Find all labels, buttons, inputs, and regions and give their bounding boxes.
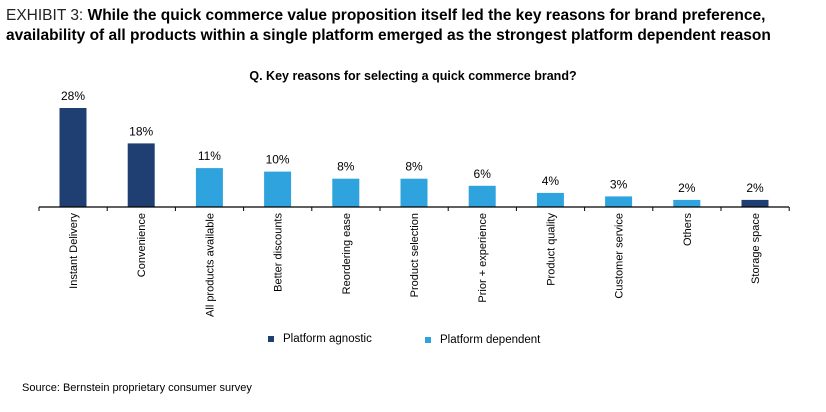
category-label: Better discounts bbox=[273, 213, 285, 292]
category-label: Instant Delivery bbox=[68, 213, 80, 289]
category-label: Storage space bbox=[750, 213, 762, 284]
legend-item-platform-dependent: Platform dependent bbox=[425, 334, 540, 346]
category-label: All products available bbox=[204, 213, 216, 317]
data-label: 4% bbox=[542, 174, 560, 188]
legend-label-platform-agnostic: Platform agnostic bbox=[283, 333, 372, 345]
legend-swatch-platform-dependent bbox=[425, 337, 431, 343]
bar bbox=[332, 178, 360, 207]
bar bbox=[468, 185, 496, 207]
source-note: Source: Bernstein proprietary consumer s… bbox=[22, 382, 252, 394]
category-label: Convenience bbox=[136, 213, 148, 277]
category-label: Reordering ease bbox=[341, 213, 353, 294]
data-label: 2% bbox=[746, 181, 764, 195]
bar bbox=[605, 196, 633, 207]
data-label: 2% bbox=[678, 181, 696, 195]
exhibit-label: EXHIBIT 3: bbox=[6, 7, 88, 24]
data-label: 28% bbox=[61, 89, 85, 103]
bar bbox=[195, 168, 223, 207]
bar bbox=[264, 171, 292, 207]
bar bbox=[59, 108, 87, 207]
bar bbox=[127, 143, 155, 207]
data-label: 18% bbox=[129, 124, 153, 138]
bar bbox=[400, 178, 428, 207]
legend-swatch-platform-agnostic bbox=[268, 336, 274, 342]
data-label: 10% bbox=[266, 153, 290, 167]
data-label: 6% bbox=[474, 167, 492, 181]
legend-label-platform-dependent: Platform dependent bbox=[440, 334, 541, 346]
category-label: Product quality bbox=[545, 213, 557, 286]
data-label: 11% bbox=[198, 149, 221, 163]
data-label: 8% bbox=[337, 160, 355, 174]
bar bbox=[741, 199, 769, 207]
data-label: 8% bbox=[405, 160, 423, 174]
exhibit-headline: While the quick commerce value propositi… bbox=[6, 7, 771, 44]
legend-item-platform-agnostic: Platform agnostic bbox=[268, 333, 372, 345]
chart-title: Q. Key reasons for selecting a quick com… bbox=[249, 69, 577, 83]
exhibit-title: EXHIBIT 3: While the quick commerce valu… bbox=[6, 6, 821, 46]
data-label: 3% bbox=[610, 177, 628, 191]
category-label: Product selection bbox=[409, 213, 421, 297]
category-label: Customer service bbox=[614, 213, 626, 299]
category-label: Prior + experience bbox=[477, 213, 489, 303]
category-label: Others bbox=[682, 213, 694, 247]
bar bbox=[536, 192, 564, 207]
bar bbox=[673, 199, 701, 207]
